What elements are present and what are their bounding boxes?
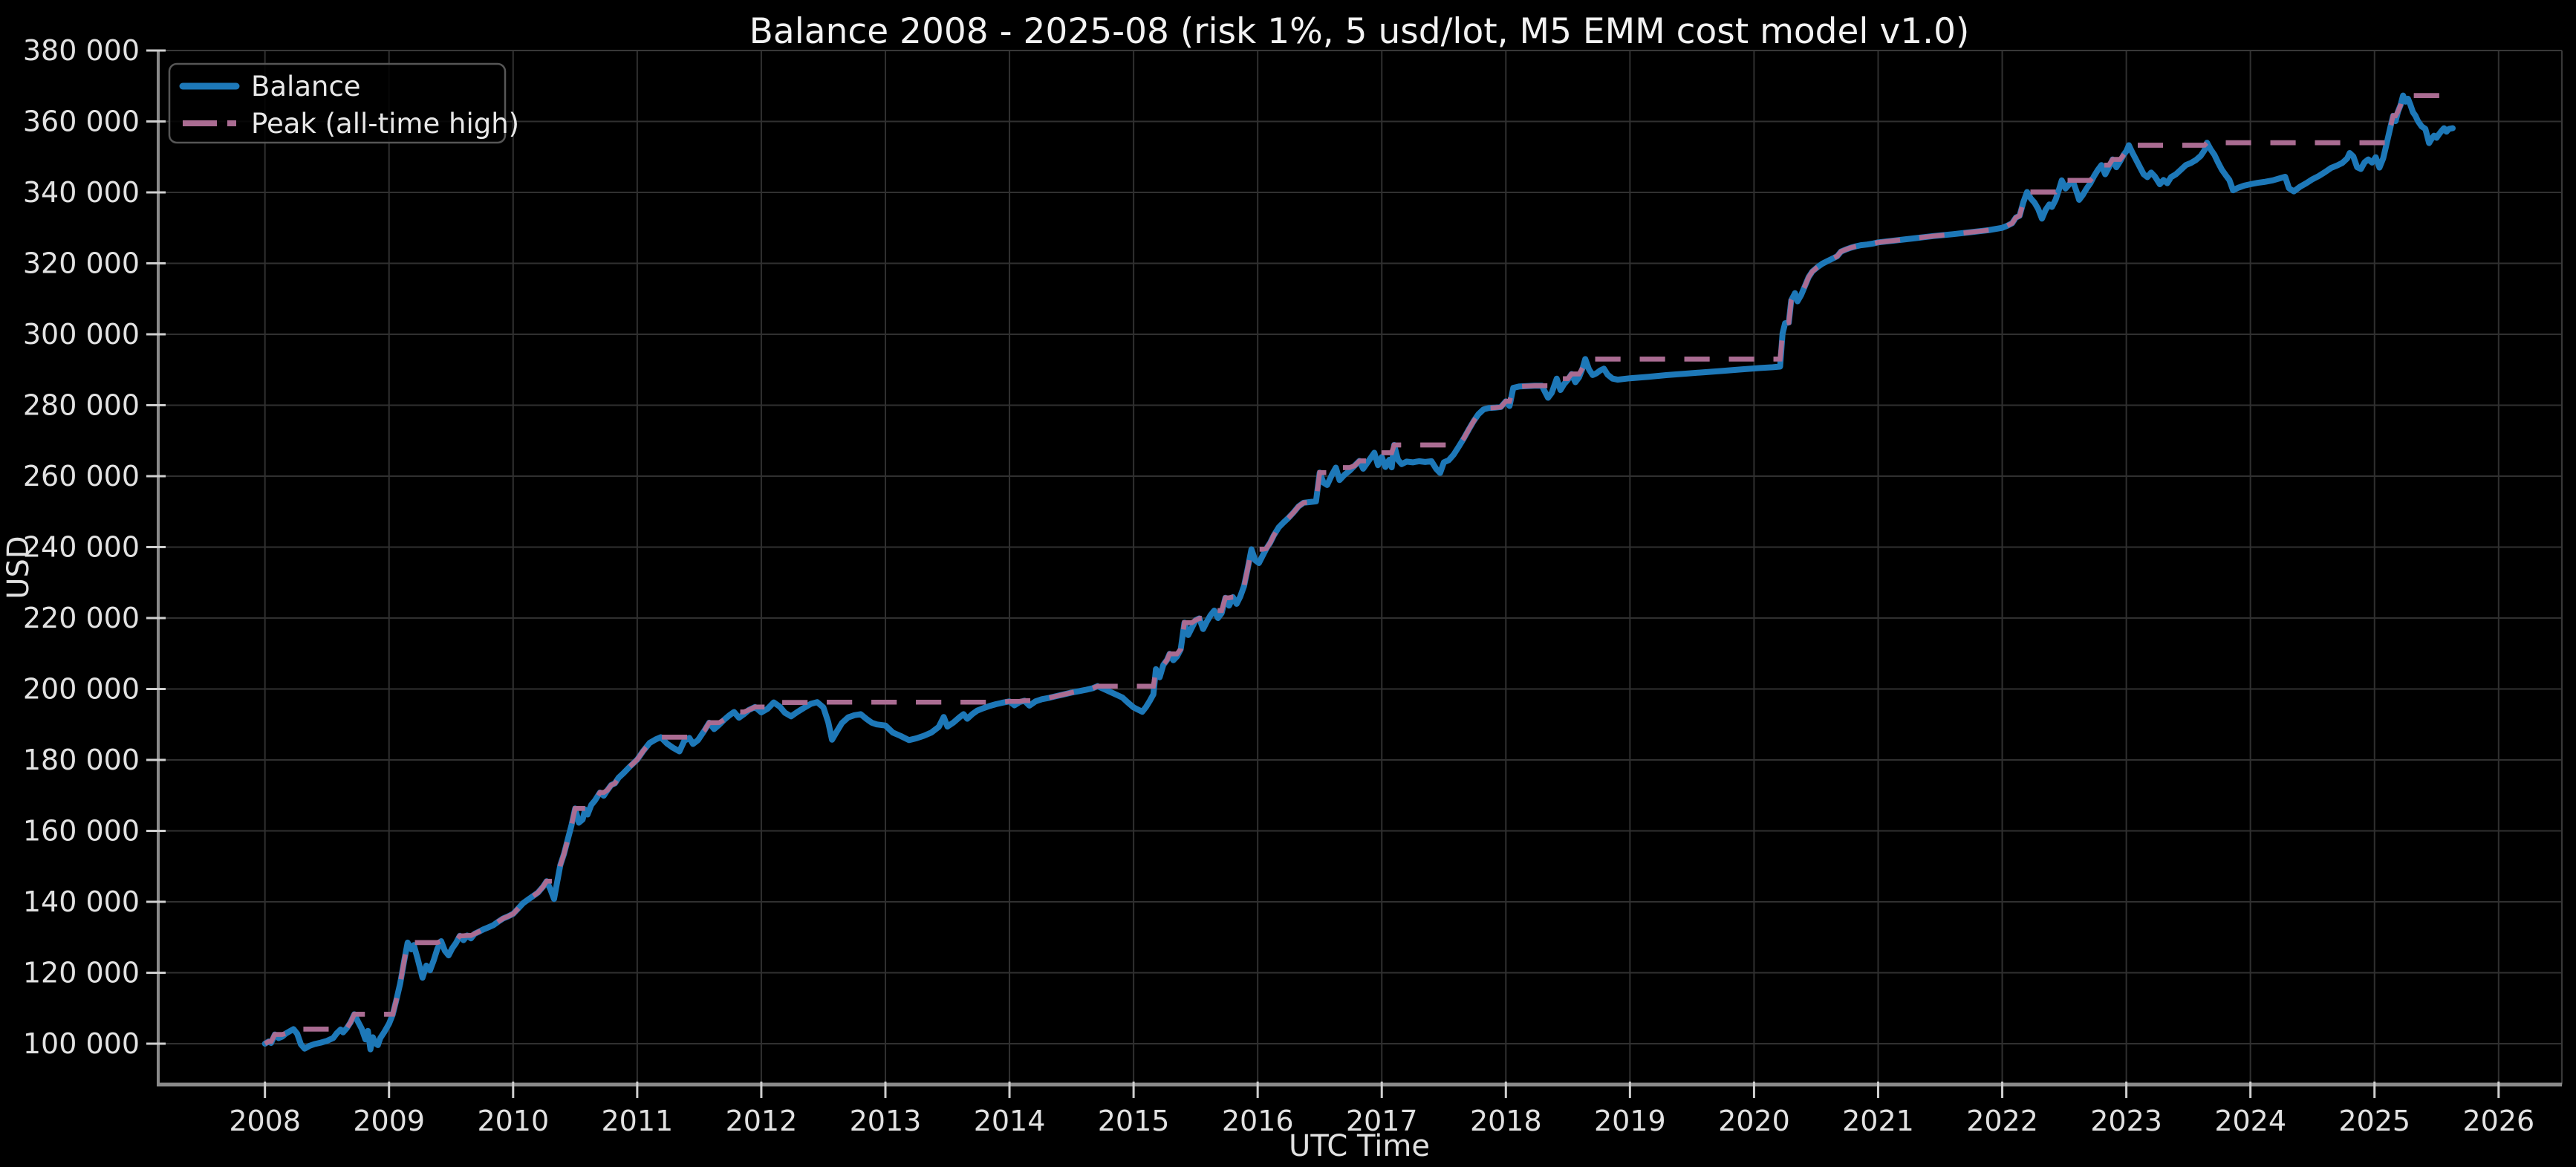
y-tick-label: 220 000 <box>23 602 140 634</box>
x-tick-label: 2022 <box>1966 1105 2038 1137</box>
y-axis-label: USD <box>1 536 36 599</box>
y-tick-label: 340 000 <box>23 176 140 209</box>
x-axis-label: UTC Time <box>1289 1129 1430 1163</box>
legend-box <box>168 62 507 144</box>
x-tick-label: 2014 <box>974 1105 1046 1137</box>
x-tick-label: 2025 <box>2338 1105 2410 1137</box>
y-tick-label: 120 000 <box>23 956 140 989</box>
y-tick-label: 160 000 <box>23 814 140 847</box>
x-tick-label: 2017 <box>1346 1105 1418 1137</box>
x-tick-label: 2010 <box>477 1105 549 1137</box>
x-tick-label: 2023 <box>2090 1105 2162 1137</box>
x-tick-label: 2016 <box>1222 1105 1294 1137</box>
legend: Balance Peak (all-time high) <box>168 62 519 144</box>
legend-balance-label: Balance <box>251 71 361 103</box>
y-tick-label: 200 000 <box>23 672 140 705</box>
plot-frame <box>157 50 2563 1087</box>
y-tick-label: 360 000 <box>23 105 140 137</box>
x-tick-label: 2024 <box>2214 1105 2286 1137</box>
data-series <box>261 92 2456 1053</box>
legend-peak-label: Peak (all-time high) <box>251 108 519 140</box>
y-tick-label: 280 000 <box>23 389 140 421</box>
y-tick-label: 380 000 <box>23 34 140 67</box>
chart-title: Balance 2008 - 2025-08 (risk 1%, 5 usd/l… <box>749 11 1970 52</box>
x-tick-label: 2021 <box>1842 1105 1914 1137</box>
x-tick-label: 2015 <box>1098 1105 1170 1137</box>
y-tick-label: 240 000 <box>23 530 140 563</box>
y-tick-label: 100 000 <box>23 1027 140 1060</box>
peak-line-overlay <box>264 93 2453 1046</box>
x-tick-label: 2019 <box>1594 1105 1666 1137</box>
axis-ticks <box>146 49 2500 1098</box>
y-tick-label: 300 000 <box>23 318 140 351</box>
grid <box>158 50 2562 1085</box>
y-tick-label: 260 000 <box>23 460 140 493</box>
x-tick-label: 2018 <box>1470 1105 1542 1137</box>
y-tick-label: 140 000 <box>23 885 140 918</box>
y-tick-label: 320 000 <box>23 247 140 279</box>
axis-tick-labels: 2008 2009 2010 2011 2012 2013 2014 2015 2016 2017… <box>23 34 2534 1137</box>
x-tick-label: 2020 <box>1718 1105 1790 1137</box>
x-tick-label: 2012 <box>726 1105 798 1137</box>
x-tick-label: 2008 <box>229 1105 301 1137</box>
y-tick-label: 180 000 <box>23 744 140 776</box>
x-tick-label: 2011 <box>602 1105 674 1137</box>
x-tick-label: 2026 <box>2462 1105 2534 1137</box>
x-tick-label: 2013 <box>850 1105 922 1137</box>
balance-line <box>261 92 2456 1053</box>
x-tick-label: 2009 <box>353 1105 425 1137</box>
